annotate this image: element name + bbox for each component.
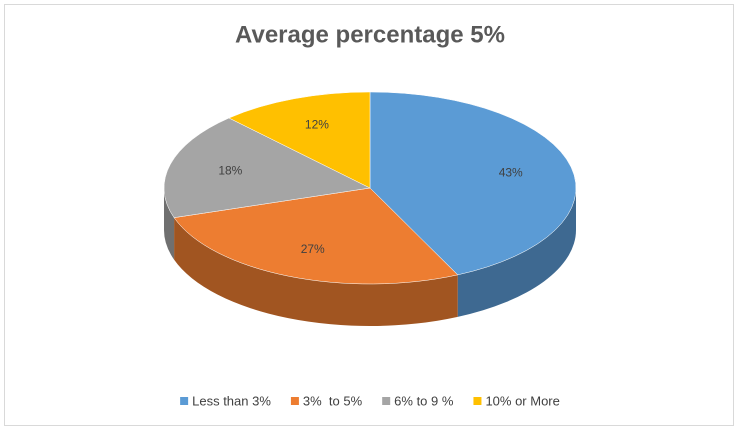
legend-label: 3% to 5% — [303, 393, 363, 408]
legend-label: 6% to 9 % — [394, 393, 454, 408]
legend-swatch — [382, 397, 391, 405]
data-label: 12% — [305, 118, 329, 132]
legend-swatch — [290, 397, 299, 405]
slice-side — [174, 217, 458, 327]
chart-title: Average percentage 5% — [235, 21, 505, 48]
data-label: 27% — [301, 242, 325, 256]
slice-side — [457, 188, 576, 317]
legend-label: Less than 3% — [192, 393, 271, 408]
legend-label: 10% or More — [485, 393, 559, 408]
legend-swatch — [473, 397, 482, 405]
slice-side — [164, 188, 175, 260]
data-label: 43% — [499, 166, 523, 180]
slice — [228, 91, 371, 189]
data-label: 18% — [218, 163, 242, 177]
slice — [173, 187, 459, 285]
slice — [163, 117, 371, 218]
slice — [369, 91, 577, 276]
legend-swatch — [180, 397, 189, 405]
